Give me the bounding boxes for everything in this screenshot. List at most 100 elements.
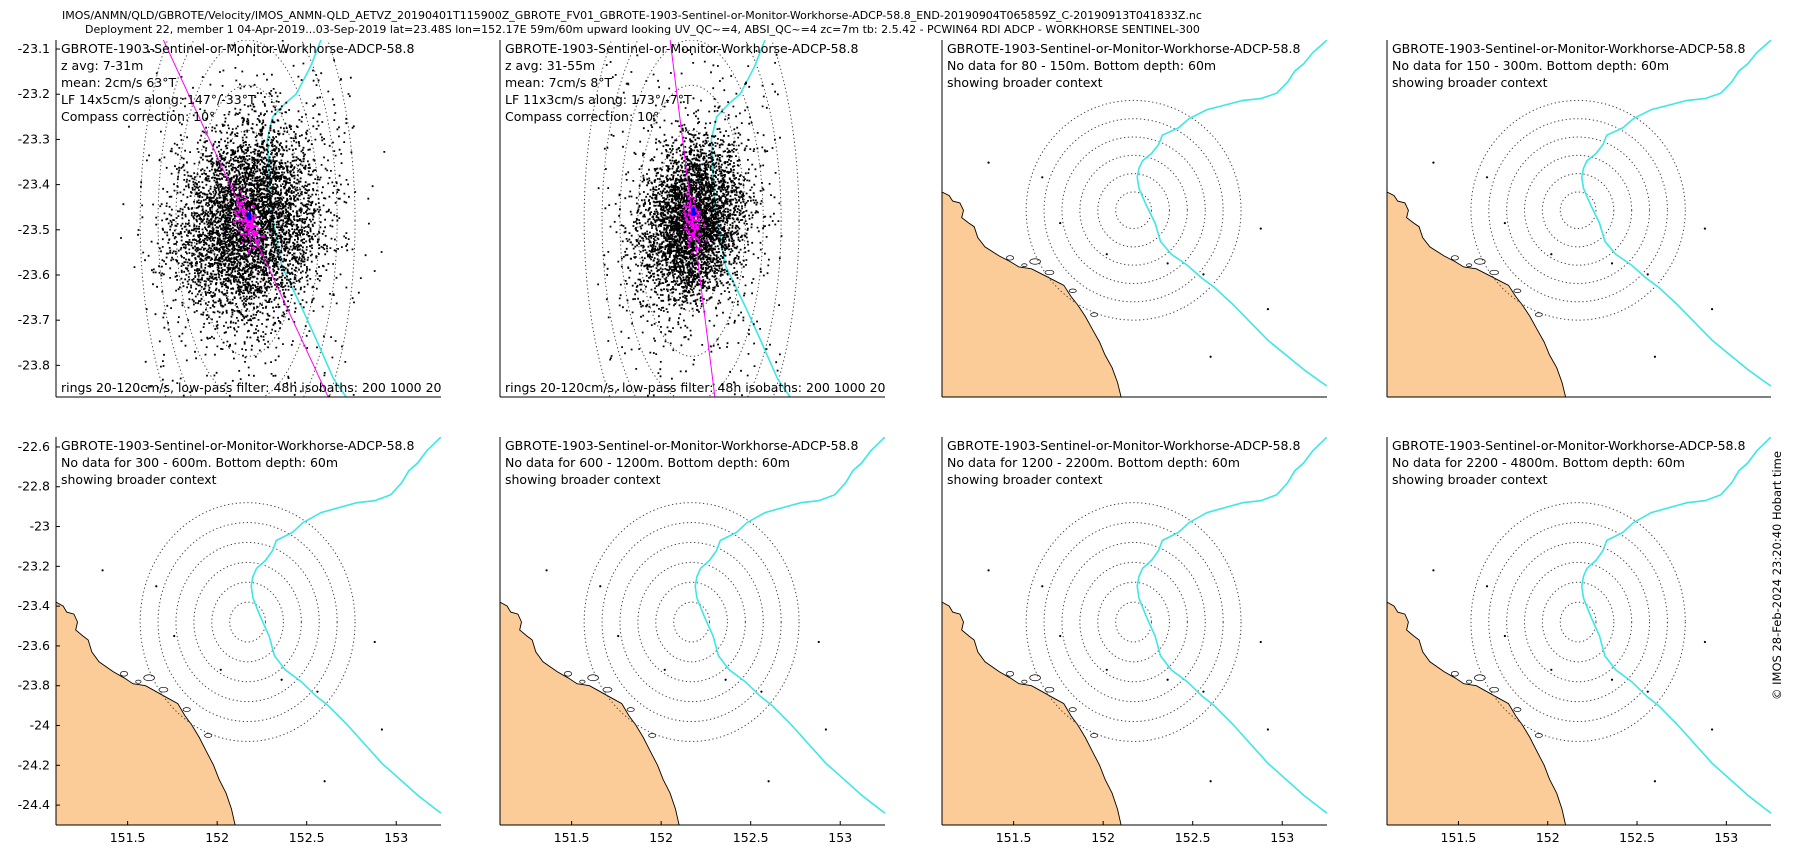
panel-annotation: showing broader context [61, 472, 217, 487]
speed-ring [1488, 522, 1668, 723]
y-tick-label: -24.2 [18, 757, 50, 772]
y-tick-label: -23.8 [18, 357, 50, 372]
y-tick-label: -24 [30, 718, 50, 733]
isobath-line [710, 40, 791, 397]
reef-speck [1166, 262, 1169, 265]
chart-panel-8: 151.5 152 152.5 153 GBROTE-1903-Sentinel-or-… [1386, 437, 1771, 845]
speed-ring [1470, 99, 1686, 321]
reef-speck [1209, 355, 1212, 358]
reef-speck [316, 690, 319, 693]
x-tick-label: 152 [1536, 830, 1560, 845]
speed-ring [583, 40, 800, 397]
x-tick-label: 152.5 [1175, 830, 1211, 845]
lowpass-scatter [683, 192, 708, 254]
reef-speck [1266, 308, 1270, 311]
panel-annotation: mean: 7cm/s 8°T [505, 75, 613, 90]
coastal-island [587, 674, 599, 682]
chart-panel-6: 151.5 152 152.5 153 GBROTE-1903-Sentinel-or-… [499, 437, 885, 845]
y-tick-label: -23.6 [18, 638, 50, 653]
reef-speck [1105, 253, 1108, 256]
speed-ring [1470, 502, 1686, 742]
speed-ring [1559, 601, 1597, 643]
reef-speck [1209, 780, 1212, 783]
reef-speck [1610, 678, 1614, 681]
x-tick-label: 152 [1091, 830, 1115, 845]
speed-ring [637, 561, 746, 683]
reef-speck [817, 640, 820, 644]
y-tick-label: -23.2 [18, 558, 50, 573]
isobath-line [1136, 40, 1327, 387]
mean-velocity-marker [247, 212, 252, 221]
speed-ring [139, 40, 356, 397]
reef-speck [1503, 634, 1506, 638]
speed-ring [1559, 191, 1597, 230]
speed-ring [1061, 541, 1206, 703]
plot-area [942, 40, 1327, 397]
x-tick-label: 152.5 [1619, 830, 1655, 845]
reef-speck [1703, 640, 1707, 644]
isobath-line [1580, 40, 1771, 387]
speed-ring [1524, 154, 1633, 266]
coastal-island [1090, 312, 1099, 317]
panel-annotation: showing broader context [947, 75, 1103, 90]
speed-ring [601, 522, 782, 723]
speed-ring [193, 561, 302, 683]
x-tick-label: 153 [1714, 830, 1738, 845]
speed-ring [175, 541, 320, 703]
y-tick-label: -24.4 [18, 797, 50, 812]
y-tick-label: -23.6 [18, 267, 50, 282]
coastal-island [1450, 671, 1459, 677]
reef-speck [1059, 634, 1062, 638]
speed-ring [1506, 541, 1651, 703]
panel-annotation: No data for 2200 - 4800m. Bottom depth: … [1392, 455, 1685, 470]
reef-speck [1503, 221, 1506, 225]
reef-speck [1710, 308, 1714, 311]
speed-ring [157, 522, 338, 723]
x-tick-label: 153 [384, 830, 408, 845]
speed-ring [139, 502, 356, 742]
speed-ring [211, 581, 284, 663]
reef-speck [219, 668, 222, 671]
panel-annotation: showing broader context [947, 472, 1103, 487]
panel-annotation: Compass correction: 10° [61, 109, 215, 124]
panel-title: GBROTE-1903-Sentinel-or-Monitor-Workhors… [505, 41, 858, 56]
coastal-island [1090, 733, 1099, 738]
reef-speck [1266, 728, 1270, 731]
y-tick-label: -23.4 [18, 598, 50, 613]
speed-ring [1097, 581, 1170, 663]
land-area [942, 601, 1122, 825]
coastal-island [1068, 288, 1077, 293]
reef-speck [1432, 161, 1435, 164]
coastal-island [1021, 263, 1028, 267]
reef-speck [173, 634, 176, 638]
y-tick-label: -23.3 [18, 131, 50, 146]
reef-speck [724, 678, 727, 681]
reef-speck [1646, 690, 1649, 693]
reef-speck [1105, 668, 1108, 671]
coastal-island [1044, 686, 1055, 693]
reef-speck [824, 728, 828, 731]
land-area [500, 601, 680, 825]
reef-speck [1485, 176, 1489, 179]
coastal-island [626, 707, 635, 712]
speed-ring [175, 40, 320, 397]
coastal-island [204, 733, 213, 738]
x-tick-label: 152 [205, 830, 229, 845]
panel-title: GBROTE-1903-Sentinel-or-Monitor-Workhors… [1392, 41, 1745, 56]
coastal-island [1029, 258, 1041, 265]
coastal-island [1534, 312, 1543, 317]
coastal-island [1513, 288, 1522, 293]
speed-ring [1043, 118, 1224, 303]
panel-title: GBROTE-1903-Sentinel-or-Monitor-Workhors… [947, 41, 1300, 56]
isobath-line [694, 437, 885, 814]
reef-speck [1653, 780, 1657, 783]
reef-speck [987, 161, 990, 164]
coastal-island [120, 671, 128, 677]
coastal-island [1489, 269, 1499, 276]
speed-ring [619, 541, 764, 703]
reef-speck [1710, 728, 1714, 731]
speed-ring [1541, 173, 1615, 248]
plot-area [942, 437, 1327, 825]
speed-ring [1043, 522, 1224, 723]
